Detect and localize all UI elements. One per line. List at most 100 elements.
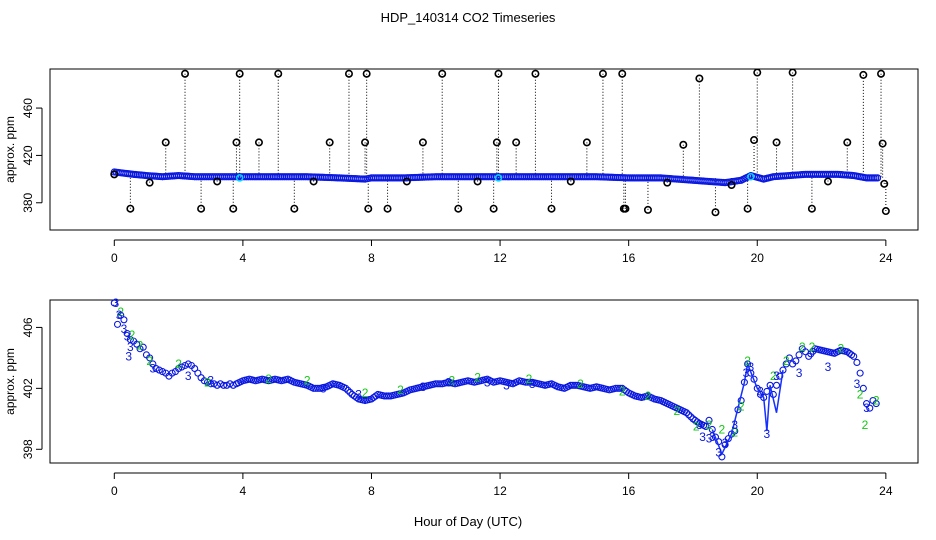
- x-tick-label: 16: [622, 251, 636, 265]
- marker-2: 2: [129, 328, 136, 342]
- raw-sample-point: [788, 68, 797, 77]
- x-tick-label: 24: [879, 251, 893, 265]
- marker-2: 2: [770, 369, 777, 383]
- smoothed-point: [191, 365, 199, 373]
- raw-sample-point: [753, 68, 762, 77]
- x-tick-label: 4: [240, 484, 247, 498]
- x-tick-label: 0: [111, 251, 118, 265]
- raw-sample-point: [582, 138, 591, 147]
- smoothed-point: [385, 392, 393, 400]
- y-axis-title: approx. ppm: [3, 348, 17, 415]
- marker-2: 2: [731, 426, 738, 440]
- highlight-point: [747, 172, 755, 181]
- raw-sample-point: [566, 177, 575, 186]
- marker-2: 2: [799, 340, 806, 354]
- raw-sample-point: [531, 69, 540, 78]
- top-co2-panel: 0 4 8 12 16 20 24 380 420 460 approx. ppm: [3, 68, 919, 265]
- raw-sample-point: [880, 179, 889, 188]
- y-axis-title: approx. ppm: [3, 116, 17, 183]
- marker-3: 3: [355, 387, 362, 401]
- marker-2: 2: [204, 375, 211, 389]
- raw-sample-point: [235, 69, 244, 78]
- marker-2: 2: [146, 354, 153, 368]
- smoothed-point: [685, 411, 693, 419]
- smoothed-point: [571, 381, 579, 389]
- x-tick-label: 16: [622, 484, 636, 498]
- smoothed-point: [705, 416, 713, 424]
- marker-2: 2: [809, 340, 816, 354]
- raw-sample-point: [383, 204, 392, 213]
- marker-2: 2: [738, 400, 745, 414]
- raw-sample-point: [110, 170, 119, 179]
- raw-sample-point: [402, 177, 411, 186]
- raw-sample-point: [181, 69, 190, 78]
- raw-sample-point: [126, 204, 135, 213]
- connecting-trace: [711, 361, 784, 456]
- raw-sample-point: [679, 140, 688, 149]
- smoothed-point: [149, 360, 157, 368]
- marker-3: 3: [124, 330, 131, 344]
- marker-2: 2: [397, 383, 404, 397]
- marker-3: 3: [731, 418, 738, 432]
- x-tick-label: 8: [368, 484, 375, 498]
- y-tick-label: 380: [21, 192, 35, 212]
- marker-3: 3: [503, 378, 510, 392]
- smoothed-point: [682, 409, 691, 417]
- marker-2: 2: [783, 354, 790, 368]
- smoothed-point: [866, 404, 874, 412]
- x-tick-label: 0: [111, 484, 118, 498]
- raw-sample-point: [229, 204, 238, 213]
- raw-sample-point: [772, 138, 781, 147]
- smoothed-point: [616, 384, 624, 392]
- marker-2: 2: [873, 394, 880, 408]
- y-tick-label: 420: [21, 145, 35, 165]
- raw-sample-point: [274, 69, 283, 78]
- marker-2: 2: [362, 386, 369, 400]
- plot-frame: [49, 299, 919, 464]
- marker-3: 3: [796, 366, 803, 380]
- marker-2: 2: [645, 389, 652, 403]
- marker-3: 3: [825, 360, 832, 374]
- marker-3: 3: [699, 430, 706, 444]
- x-tick-label: 24: [879, 484, 893, 498]
- raw-sample-point: [807, 204, 816, 213]
- smoothed-point: [342, 384, 350, 392]
- raw-sample-point: [213, 177, 222, 186]
- marker-2: 2: [744, 354, 751, 368]
- marker-2: 2: [474, 371, 481, 385]
- smoothed-point: [872, 400, 880, 408]
- raw-sample-point: [695, 74, 704, 83]
- raw-sample-point: [197, 204, 206, 213]
- marker-3: 3: [113, 296, 120, 310]
- smoothed-point: [123, 329, 131, 338]
- raw-sample-point: [881, 207, 890, 216]
- raw-sample-point: [494, 69, 503, 78]
- marker-3: 3: [207, 374, 214, 388]
- marker-3: 3: [715, 445, 722, 459]
- raw-sample-point: [473, 177, 482, 186]
- raw-sample-point: [361, 138, 370, 147]
- raw-sample-point: [418, 138, 427, 147]
- raw-sample-point: [643, 205, 652, 214]
- highlight-point: [494, 174, 503, 182]
- marker-2: 2: [577, 377, 584, 391]
- smoothed-point: [853, 358, 861, 367]
- marker-3: 3: [185, 369, 192, 383]
- raw-sample-point: [362, 69, 371, 78]
- marker-3: 3: [445, 375, 452, 389]
- marker-2: 2: [304, 374, 311, 388]
- smoothed-point: [207, 380, 215, 388]
- marker-3: 3: [150, 362, 157, 376]
- marker-2: 2: [175, 357, 182, 371]
- raw-sample-point: [727, 181, 736, 190]
- raw-sample-point: [309, 177, 318, 186]
- smoothed-point: [711, 433, 720, 441]
- raw-sample-point: [344, 69, 353, 78]
- smoothed-point: [526, 378, 534, 386]
- marker-3: 3: [743, 366, 750, 380]
- y-tick-label: 402: [21, 378, 35, 398]
- smoothed-point: [117, 311, 125, 319]
- smoothed-point: [146, 354, 154, 362]
- marker-2: 2: [674, 404, 681, 418]
